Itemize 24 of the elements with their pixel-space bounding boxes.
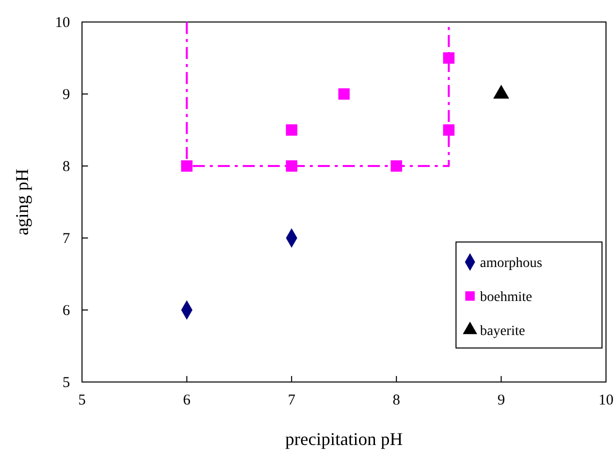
y-tick-label: 6 <box>62 302 70 319</box>
x-tick-label: 9 <box>497 392 505 409</box>
point <box>286 160 298 172</box>
x-tick-label: 7 <box>288 392 296 409</box>
x-tick-label: 5 <box>78 392 86 409</box>
point <box>443 124 454 136</box>
y-tick-label: 7 <box>62 230 70 247</box>
x-tick-label: 10 <box>598 392 614 409</box>
legend-label: bayerite <box>480 324 526 339</box>
point <box>286 124 298 136</box>
y-tick-label: 10 <box>55 14 70 31</box>
legend-label: boehmite <box>480 290 532 305</box>
x-tick-label: 6 <box>183 392 192 409</box>
x-axis-title: precipitation pH <box>285 429 403 449</box>
point <box>338 88 350 100</box>
y-axis-title: aging pH <box>12 168 32 236</box>
point <box>443 52 454 64</box>
y-tick-label: 8 <box>62 158 70 175</box>
point <box>181 160 192 172</box>
legend-label: amorphous <box>480 256 542 271</box>
x-tick-label: 8 <box>392 392 400 409</box>
y-tick-label: 9 <box>62 86 70 103</box>
y-tick-label: 5 <box>62 374 70 391</box>
point <box>390 160 402 172</box>
